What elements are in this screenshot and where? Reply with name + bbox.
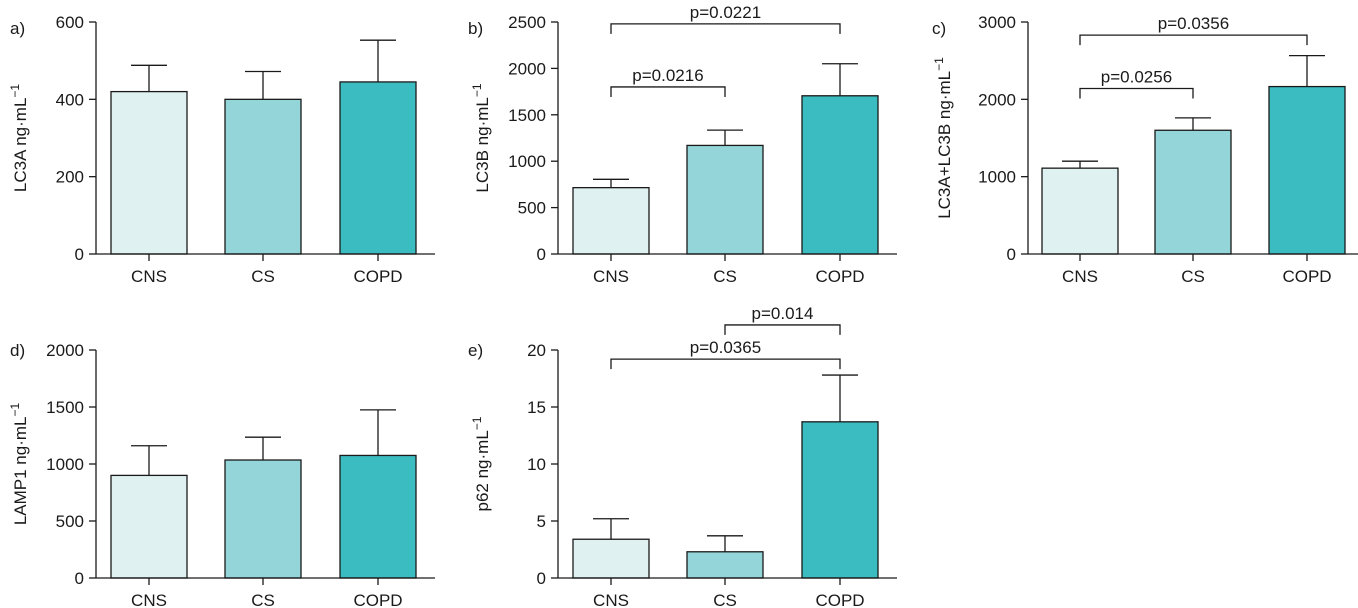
y-tick-label: 0 [75, 245, 84, 264]
y-axis-label-text: LAMP1 ng·mL [11, 417, 30, 526]
panel-label: a) [10, 19, 25, 38]
p-value-label: p=0.0216 [632, 66, 703, 85]
bar-cns [110, 90, 188, 255]
y-tick-label: 15 [527, 398, 546, 417]
bar-copd [801, 95, 879, 255]
y-tick-label: 2000 [46, 341, 84, 360]
y-axis-label-superscript: −1 [8, 403, 22, 417]
y-tick-label: 600 [56, 13, 84, 32]
y-tick-label: 1000 [978, 168, 1016, 187]
bar-copd [339, 81, 417, 255]
y-axis-label: LC3A ng·mL−1 [8, 84, 30, 193]
y-axis-label-superscript: −1 [470, 416, 484, 430]
y-tick-label: 500 [56, 512, 84, 531]
bar-copd [801, 421, 879, 579]
y-tick-label: 10 [527, 455, 546, 474]
significance-bracket [1079, 87, 1194, 99]
p-value-label: p=0.0256 [1101, 68, 1172, 87]
y-axis-label: LC3A+LC3B ng·mL−1 [932, 57, 954, 219]
bar-cns [110, 474, 188, 579]
x-tick-label: COPD [1282, 267, 1331, 286]
y-tick-label: 0 [1007, 245, 1016, 264]
x-tick-label: CNS [593, 591, 629, 608]
x-tick-label: CS [251, 267, 275, 286]
x-tick-label: CNS [1062, 267, 1098, 286]
x-tick-label: CNS [131, 267, 167, 286]
y-axis-label-text: p62 ng·mL [473, 430, 492, 511]
y-tick-label: 2500 [508, 13, 546, 32]
significance-bracket [610, 86, 726, 97]
y-tick-label: 2000 [508, 59, 546, 78]
bar-cns [1041, 167, 1119, 255]
significance-bracket [724, 324, 841, 335]
p-value-label: p=0.0365 [690, 338, 761, 357]
y-tick-label: 500 [518, 199, 546, 218]
y-tick-label: 1000 [46, 455, 84, 474]
x-tick-label: CS [1181, 267, 1205, 286]
panel-label: b) [468, 19, 483, 38]
y-axis-label: LC3B ng·mL−1 [470, 83, 492, 192]
x-tick-label: CS [251, 591, 275, 608]
y-axis-label: p62 ng·mL−1 [470, 416, 492, 511]
y-tick-label: 0 [537, 569, 546, 588]
bar-cs [686, 144, 764, 255]
y-tick-label: 0 [75, 569, 84, 588]
chart-panel-3: c) LC3A+LC3B ng·mL−1 CNS CS COPD 0 1000 2000 300… [932, 13, 1358, 286]
significance-bracket [610, 358, 841, 370]
y-axis-label-text: LC3B ng·mL [473, 97, 492, 192]
y-tick-label: 200 [56, 168, 84, 187]
bar-cs [686, 551, 764, 579]
chart-panel-1: a) LC3A ng·mL−1 CNS CS COPD 0 200 400 600 [8, 13, 435, 286]
y-axis-label-superscript: −1 [8, 84, 22, 98]
significance-bracket [610, 23, 841, 34]
x-tick-label: CS [713, 591, 737, 608]
y-axis-label-superscript: −1 [470, 83, 484, 97]
x-tick-label: CNS [131, 591, 167, 608]
y-tick-label: 20 [527, 341, 546, 360]
x-tick-label: CS [713, 267, 737, 286]
y-axis-label-superscript: −1 [932, 57, 946, 71]
bar-cs [224, 459, 302, 579]
chart-panel-2: b) LC3B ng·mL−1 CNS CS COPD 0 500 1000 1500 2000 2… [468, 3, 897, 286]
y-tick-label: 5 [537, 512, 546, 531]
y-tick-label: 1000 [508, 152, 546, 171]
x-tick-label: CNS [593, 267, 629, 286]
panel-label: e) [468, 341, 483, 360]
y-tick-label: 1500 [508, 106, 546, 125]
x-tick-label: COPD [353, 267, 402, 286]
bar-cns [572, 538, 650, 579]
y-tick-label: 400 [56, 90, 84, 109]
y-axis-label: LAMP1 ng·mL−1 [8, 403, 30, 526]
p-value-label: p=0.014 [752, 304, 814, 323]
bar-copd [1268, 85, 1346, 255]
panel-label: c) [932, 19, 946, 38]
x-tick-label: COPD [353, 591, 402, 608]
bar-cs [1154, 129, 1232, 255]
p-value-label: p=0.0356 [1158, 14, 1229, 33]
chart-panel-4: d) LAMP1 ng·mL−1 CNS CS COPD 0 500 1000 1500 2000 [8, 341, 435, 608]
chart-panel-5: e) p62 ng·mL−1 CNS CS COPD 0 5 10 15 20 p=0.0365 p=… [468, 304, 897, 608]
y-axis-label-text: LC3A ng·mL [11, 98, 30, 193]
significance-bracket [1079, 34, 1308, 46]
y-tick-label: 3000 [978, 13, 1016, 32]
bar-cs [224, 98, 302, 255]
x-tick-label: COPD [815, 267, 864, 286]
bar-cns [572, 186, 650, 255]
y-axis-label-text: LC3A+LC3B ng·mL [935, 71, 954, 219]
y-tick-label: 2000 [978, 90, 1016, 109]
y-tick-label: 0 [537, 245, 546, 264]
bar-copd [339, 454, 417, 579]
panel-label: d) [10, 341, 25, 360]
x-tick-label: COPD [815, 591, 864, 608]
p-value-label: p=0.0221 [690, 3, 761, 22]
y-tick-label: 1500 [46, 398, 84, 417]
